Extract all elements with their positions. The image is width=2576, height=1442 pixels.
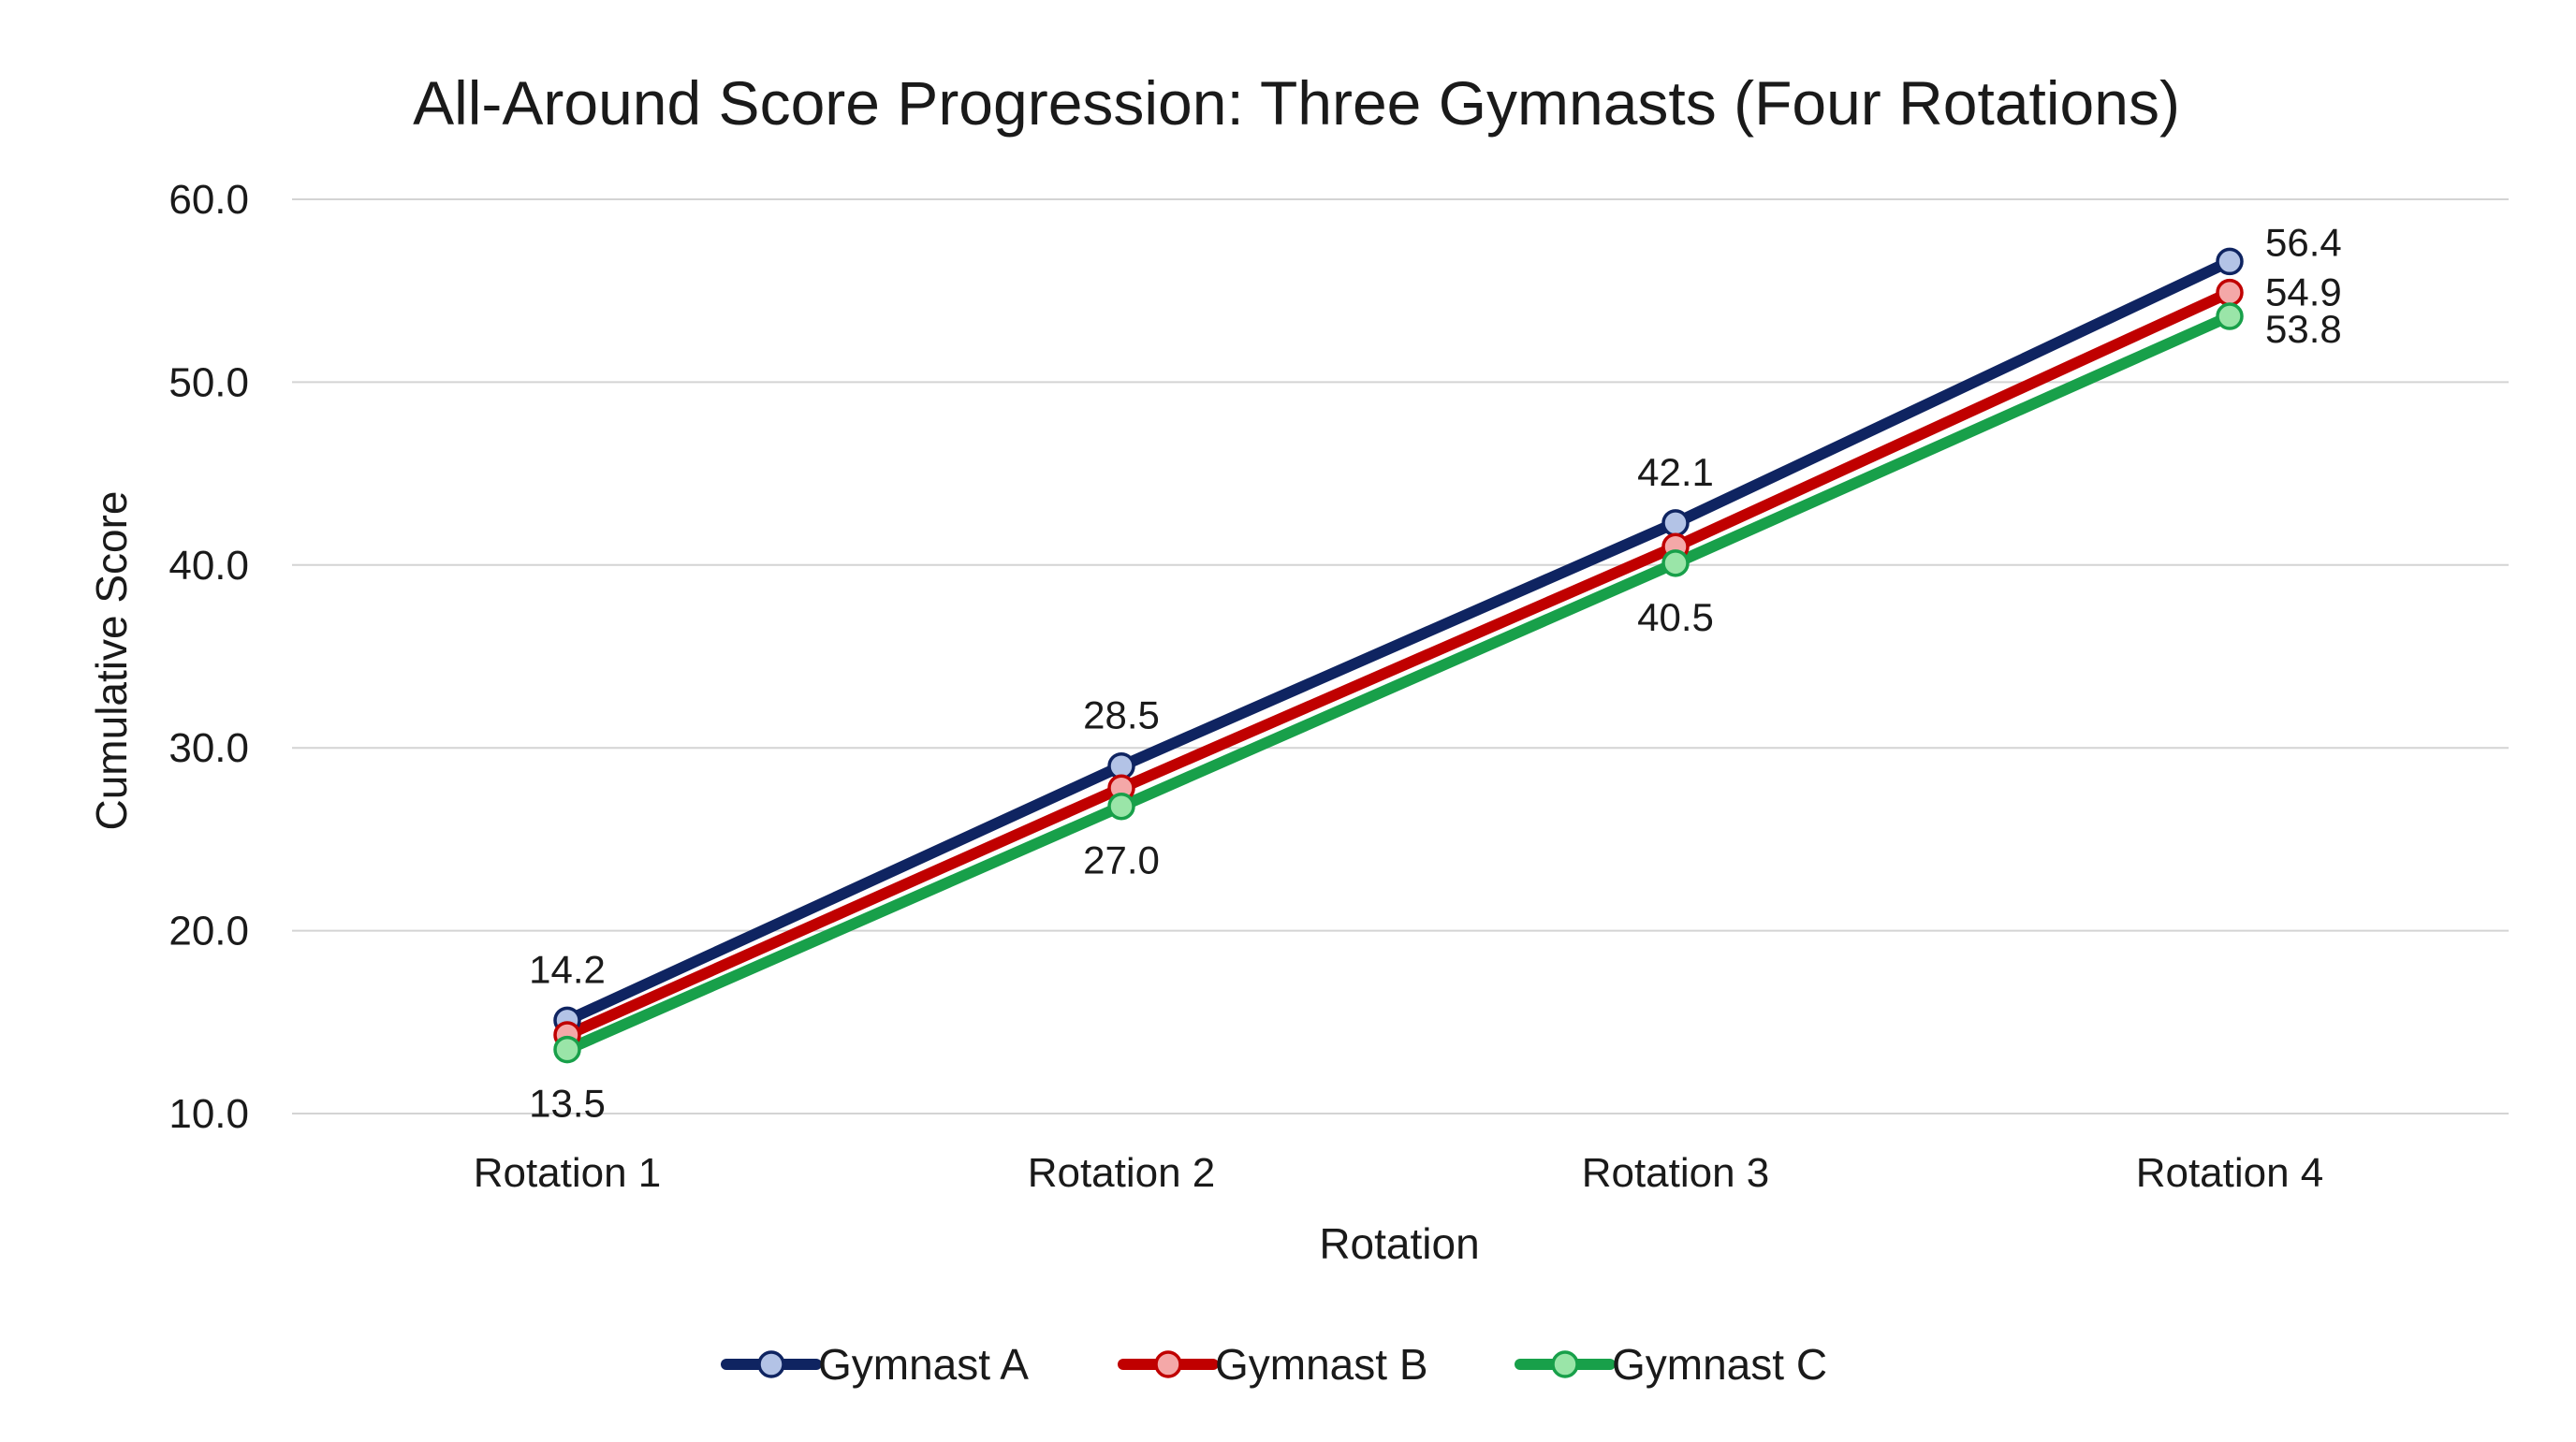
data-label: 42.1: [1637, 450, 1714, 494]
series-line-gymnast-c: [562, 311, 2235, 1056]
legend-item-gymnast-c[interactable]: Gymnast C: [1515, 1340, 1827, 1389]
data-point-gymnast-c: [553, 1035, 581, 1064]
legend-swatch-marker: [1551, 1350, 1579, 1378]
y-tick-label: 50.0: [168, 359, 249, 405]
x-tick-label: Rotation 1: [474, 1150, 662, 1196]
data-label: 56.4: [2265, 220, 2342, 264]
data-label: 27.0: [1083, 838, 1160, 882]
y-axis-title: Cumulative Score: [87, 490, 136, 830]
data-point-gymnast-c: [2216, 302, 2244, 330]
gridlines: [292, 198, 2509, 1114]
data-label: 40.5: [1637, 595, 1714, 639]
y-axis-ticks: 10.0 20.0 30.0 40.0 50.0 60.0: [168, 177, 249, 1137]
y-tick-label: 30.0: [168, 725, 249, 771]
y-tick-label: 60.0: [168, 177, 249, 223]
x-axis-title: Rotation: [1319, 1219, 1479, 1268]
y-tick-label: 10.0: [168, 1091, 249, 1137]
legend-swatch-marker: [757, 1350, 785, 1378]
legend-label: Gymnast A: [818, 1340, 1029, 1389]
x-axis-ticks: Rotation 1 Rotation 2 Rotation 3 Rotation 4: [474, 1150, 2324, 1196]
series-lines: [562, 255, 2235, 1056]
x-tick-label: Rotation 4: [2136, 1150, 2324, 1196]
legend-label: Gymnast B: [1215, 1340, 1428, 1389]
data-label: 28.5: [1083, 693, 1160, 737]
series-line-gymnast-b: [562, 286, 2235, 1041]
data-point-gymnast-c: [1107, 792, 1135, 821]
data-label: 54.9: [2265, 270, 2342, 314]
data-label: 53.8: [2265, 307, 2342, 351]
series-line-gymnast-a: [562, 255, 2235, 1027]
legend-item-gymnast-a[interactable]: Gymnast A: [721, 1340, 1029, 1389]
data-point-gymnast-c: [1661, 549, 1690, 577]
legend-swatch-marker: [1154, 1350, 1182, 1378]
legend-item-gymnast-b[interactable]: Gymnast B: [1118, 1340, 1428, 1389]
x-tick-label: Rotation 2: [1028, 1150, 1216, 1196]
data-point-gymnast-b: [2216, 278, 2244, 307]
data-labels: 14.2 13.5 28.5 27.0 42.1 40.5 56.4 54.953.8: [529, 220, 2342, 1125]
legend-label: Gymnast C: [1612, 1340, 1827, 1389]
chart-title: All-Around Score Progression: Three Gymn…: [413, 68, 2180, 138]
data-point-gymnast-a: [2216, 247, 2244, 276]
legend: Gymnast A Gymnast B Gymnast C: [721, 1340, 1827, 1389]
x-tick-label: Rotation 3: [1582, 1150, 1770, 1196]
data-point-gymnast-a: [1661, 509, 1690, 537]
y-tick-label: 20.0: [168, 909, 249, 954]
data-label: 14.2: [529, 947, 606, 991]
y-tick-label: 40.0: [168, 543, 249, 589]
series-markers: [553, 247, 2244, 1064]
data-label: 13.5: [529, 1082, 606, 1126]
